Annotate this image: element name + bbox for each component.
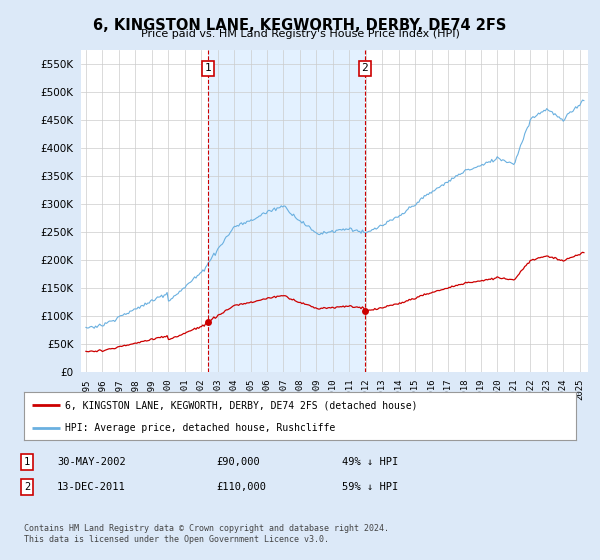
Text: 1: 1 [205, 63, 211, 73]
Text: 2: 2 [24, 482, 30, 492]
Text: Price paid vs. HM Land Registry's House Price Index (HPI): Price paid vs. HM Land Registry's House … [140, 29, 460, 39]
Text: This data is licensed under the Open Government Licence v3.0.: This data is licensed under the Open Gov… [24, 535, 329, 544]
Text: 6, KINGSTON LANE, KEGWORTH, DERBY, DE74 2FS (detached house): 6, KINGSTON LANE, KEGWORTH, DERBY, DE74 … [65, 400, 418, 410]
Text: £110,000: £110,000 [216, 482, 266, 492]
Text: 30-MAY-2002: 30-MAY-2002 [57, 457, 126, 467]
Text: 1: 1 [24, 457, 30, 467]
Text: Contains HM Land Registry data © Crown copyright and database right 2024.: Contains HM Land Registry data © Crown c… [24, 524, 389, 533]
Text: 49% ↓ HPI: 49% ↓ HPI [342, 457, 398, 467]
Text: 13-DEC-2011: 13-DEC-2011 [57, 482, 126, 492]
Bar [208, 50, 365, 372]
Text: £90,000: £90,000 [216, 457, 260, 467]
Text: 59% ↓ HPI: 59% ↓ HPI [342, 482, 398, 492]
Text: 6, KINGSTON LANE, KEGWORTH, DERBY, DE74 2FS: 6, KINGSTON LANE, KEGWORTH, DERBY, DE74 … [94, 18, 506, 33]
Text: 2: 2 [362, 63, 368, 73]
Text: HPI: Average price, detached house, Rushcliffe: HPI: Average price, detached house, Rush… [65, 423, 335, 433]
